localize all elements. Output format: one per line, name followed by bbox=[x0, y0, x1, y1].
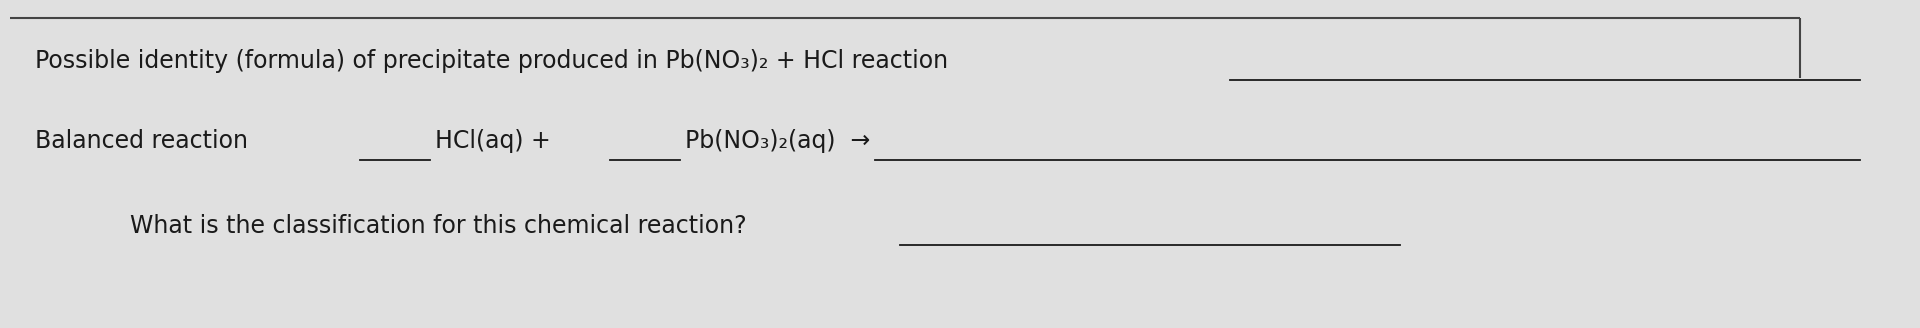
Text: HCl(aq) +: HCl(aq) + bbox=[436, 129, 551, 153]
Text: What is the classification for this chemical reaction?: What is the classification for this chem… bbox=[131, 214, 747, 238]
Text: Possible identity (formula) of precipitate produced in Pb(NO₃)₂ + HCl reaction: Possible identity (formula) of precipita… bbox=[35, 49, 948, 73]
Text: Balanced reaction: Balanced reaction bbox=[35, 129, 248, 153]
Text: Pb(NO₃)₂(aq)  →: Pb(NO₃)₂(aq) → bbox=[685, 129, 870, 153]
